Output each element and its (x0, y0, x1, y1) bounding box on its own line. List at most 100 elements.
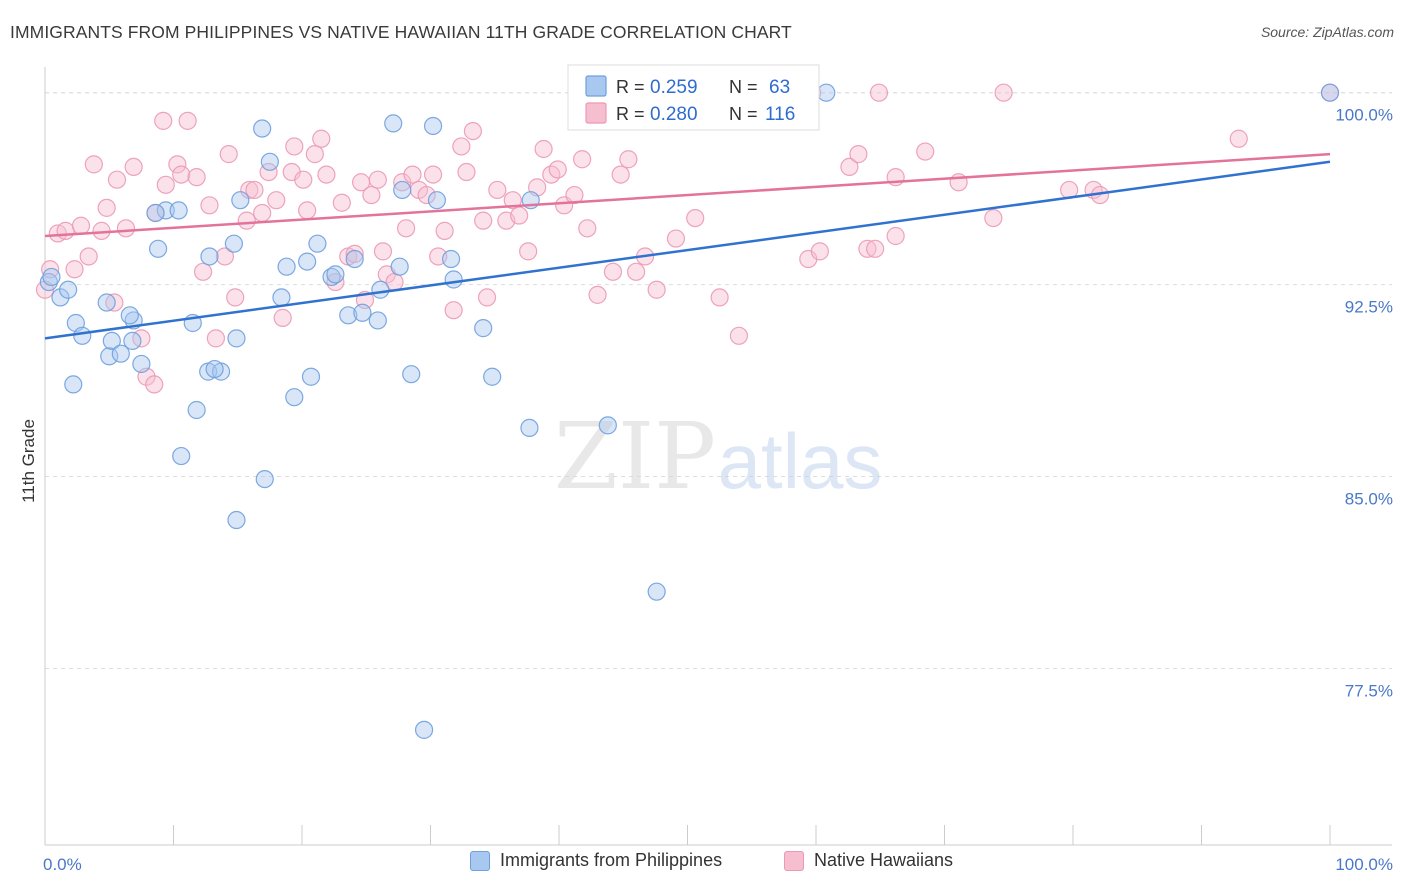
data-point-philippines (345, 249, 364, 269)
data-point-hawaiians (503, 191, 522, 210)
data-point-philippines (64, 375, 83, 394)
data-point-philippines (483, 367, 502, 386)
data-point-philippines (423, 116, 443, 136)
data-point-hawaiians (611, 165, 630, 184)
data-point-hawaiians (65, 260, 84, 279)
data-point-hawaiians (215, 247, 234, 266)
data-point-hawaiians (729, 326, 749, 345)
data-point-hawaiians (168, 155, 187, 174)
legend-swatch-hawaiians (784, 850, 804, 871)
data-point-philippines (353, 303, 372, 322)
data-point-philippines (414, 720, 434, 739)
data-point-hawaiians (71, 216, 91, 235)
trend-line-philippines (44, 160, 1331, 340)
data-point-hawaiians (444, 301, 463, 320)
legend-label-hawaiians: Native Hawaiians (814, 850, 954, 870)
data-point-hawaiians (565, 185, 584, 205)
data-point-hawaiians (226, 288, 245, 307)
legend-n-label-blue: N = (729, 77, 758, 97)
legend-bottom: Immigrants from Philippines Native Hawai… (0, 850, 1406, 880)
data-point-hawaiians (666, 229, 686, 248)
data-point-hawaiians (345, 244, 364, 264)
data-point-hawaiians (519, 242, 538, 261)
data-point-hawaiians (477, 288, 497, 307)
data-point-hawaiians (193, 262, 213, 281)
data-point-philippines (100, 347, 119, 366)
data-point-philippines (102, 331, 121, 351)
data-point-hawaiians (84, 155, 103, 174)
data-point-philippines (371, 280, 390, 299)
data-point-philippines (598, 416, 617, 435)
data-point-philippines (647, 582, 666, 601)
data-point-hawaiians (393, 173, 412, 192)
data-point-philippines (59, 280, 78, 299)
data-point-hawaiians (219, 145, 238, 164)
data-point-hawaiians (285, 137, 304, 156)
data-point-philippines (326, 265, 345, 284)
legend-r-label-blue: R = (616, 77, 645, 97)
data-point-philippines (444, 270, 463, 289)
data-point-hawaiians (916, 142, 935, 161)
data-point-hawaiians (548, 160, 567, 179)
data-point-hawaiians (154, 111, 173, 130)
data-point-hawaiians (488, 180, 507, 200)
data-point-hawaiians (294, 170, 313, 189)
y-tick-label: 92.5% (1345, 298, 1393, 317)
y-tick-label: 85.0% (1345, 490, 1393, 509)
data-point-hawaiians (206, 329, 226, 348)
x-tick-label: 0.0% (43, 855, 82, 874)
data-point-philippines (73, 326, 92, 345)
data-point-hawaiians (332, 193, 351, 212)
legend-r-value-blue: 0.259 (650, 77, 698, 98)
data-point-philippines (172, 446, 191, 466)
legend-swatch-pink (585, 102, 607, 124)
data-point-hawaiians (1229, 129, 1248, 148)
data-point-hawaiians (245, 180, 264, 200)
data-point-philippines (368, 311, 387, 330)
legend-n-value-pink: 116 (765, 104, 795, 125)
watermark-atlas: atlas (718, 417, 883, 505)
data-point-philippines (123, 331, 142, 351)
data-point-hawaiians (510, 206, 529, 225)
data-point-hawaiians (267, 191, 286, 210)
data-point-philippines (111, 344, 130, 363)
trend-line-hawaiians (44, 152, 1331, 238)
watermark: ZIP atlas (554, 403, 882, 510)
data-point-philippines (384, 114, 403, 133)
data-point-philippines (390, 257, 409, 276)
data-point-philippines (231, 191, 250, 210)
data-point-hawaiians (810, 242, 829, 261)
data-point-hawaiians (253, 203, 272, 223)
data-point-philippines (277, 257, 296, 276)
data-point-hawaiians (403, 165, 422, 184)
y-tick-label: 77.5% (1345, 681, 1393, 700)
data-point-hawaiians (79, 247, 98, 266)
legend-r-label-pink: R = (616, 104, 645, 124)
data-point-hawaiians (423, 165, 443, 184)
data-point-philippines (308, 234, 327, 253)
data-point-philippines (402, 365, 421, 384)
data-point-philippines (285, 388, 304, 407)
data-point-philippines (520, 418, 539, 438)
legend-item-philippines: Immigrants from Philippines (470, 850, 722, 871)
data-point-hawaiians (107, 170, 127, 189)
data-point-hawaiians (97, 198, 116, 217)
data-point-hawaiians (362, 185, 381, 205)
data-point-hawaiians (840, 157, 859, 177)
data-point-philippines (39, 272, 58, 292)
data-point-hawaiians (452, 137, 471, 156)
legend-swatch-blue (585, 75, 607, 97)
data-point-philippines (474, 319, 493, 338)
data-point-philippines (42, 267, 61, 287)
data-point-philippines (227, 510, 246, 530)
data-point-philippines (224, 234, 243, 253)
legend-n-label-pink: N = (729, 104, 758, 124)
data-point-hawaiians (435, 221, 454, 240)
data-point-hawaiians (237, 211, 256, 230)
data-point-philippines (253, 119, 272, 138)
data-point-hawaiians (373, 242, 393, 261)
data-point-hawaiians (145, 375, 164, 394)
data-point-hawaiians (534, 139, 553, 159)
data-point-philippines (51, 288, 70, 307)
